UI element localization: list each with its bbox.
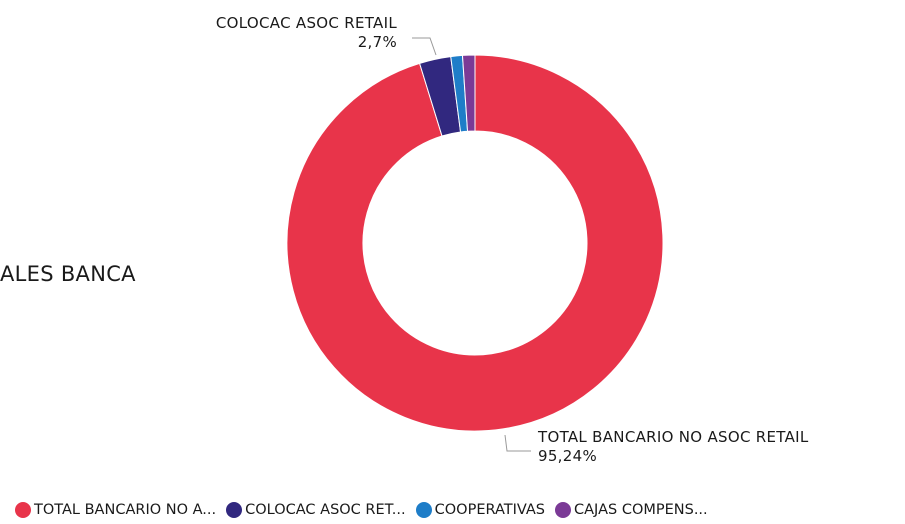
leader-line-bottom [504, 434, 531, 452]
callout-colocac-pct: 2,7% [357, 33, 397, 51]
donut-slice-total-bancario-no-asoc-retail[interactable] [286, 54, 664, 432]
legend-swatch-colocac [226, 502, 243, 518]
callout-total-bancario: TOTAL BANCARIO NO ASOC RETAIL 95,24% [538, 428, 809, 466]
legend-label-cooperativas: COOPERATIVAS [434, 502, 546, 518]
legend-item-cooperativas[interactable]: COOPERATIVAS [415, 502, 546, 518]
legend-label-total-bancario: TOTAL BANCARIO NO A... [34, 502, 217, 518]
legend-item-colocac[interactable]: COLOCAC ASOC RET... [226, 502, 406, 518]
legend-item-cajas[interactable]: CAJAS COMPENS... [555, 502, 708, 518]
legend-swatch-total-bancario [15, 502, 31, 518]
legend-swatch-cajas [555, 502, 572, 518]
callout-total-bancario-pct: 95,24% [538, 447, 597, 465]
chart-legend: TOTAL BANCARIO NO A... COLOCAC ASOC RET.… [15, 502, 708, 518]
legend-label-cajas: CAJAS COMPENS... [574, 502, 708, 518]
legend-swatch-cooperativas [415, 502, 432, 518]
legend-label-colocac: COLOCAC ASOC RET... [245, 502, 406, 518]
leader-line-top [412, 37, 437, 56]
cut-off-title-text: ALES BANCA [0, 262, 136, 286]
callout-colocac: COLOCAC ASOC RETAIL 2,7% [216, 14, 397, 52]
legend-item-total-bancario[interactable]: TOTAL BANCARIO NO A... [15, 502, 216, 518]
donut-slice-cajas-compensacion[interactable] [461, 54, 476, 132]
callout-total-bancario-name: TOTAL BANCARIO NO ASOC RETAIL [538, 428, 809, 446]
callout-colocac-name: COLOCAC ASOC RETAIL [215, 14, 397, 32]
